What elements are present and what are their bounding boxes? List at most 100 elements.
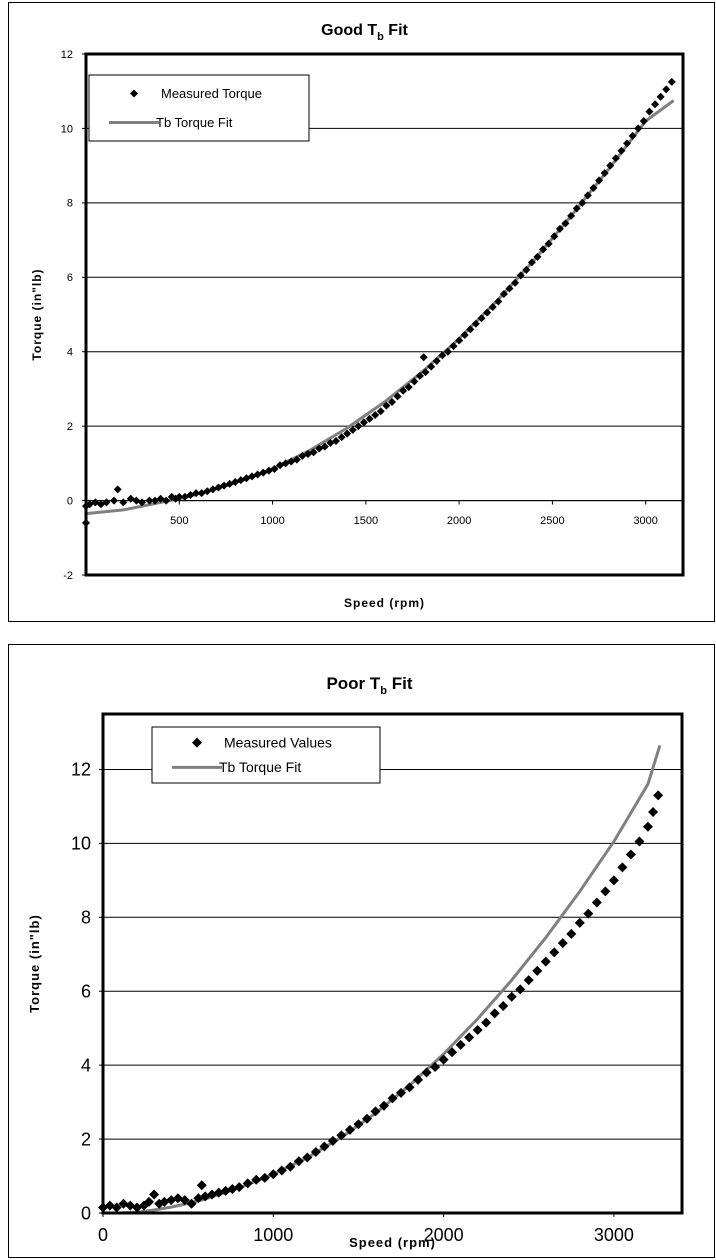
data-point — [113, 485, 122, 494]
data-point — [443, 347, 452, 356]
x-tick-label: 2000 — [447, 515, 471, 527]
data-point — [540, 956, 551, 967]
data-point — [488, 303, 497, 312]
x-tick-label: 3000 — [594, 1225, 634, 1245]
data-point — [421, 1067, 432, 1078]
data-point — [578, 198, 587, 207]
data-point — [625, 849, 636, 860]
y-axis-label: Torque (in"lb) — [30, 268, 44, 360]
data-point — [119, 498, 128, 507]
data-point — [532, 965, 543, 976]
data-point — [489, 1008, 500, 1019]
data-point — [196, 1180, 207, 1191]
data-point — [353, 1119, 364, 1130]
data-point — [506, 991, 517, 1002]
data-point — [648, 806, 659, 817]
legend-label: Tb Torque Fit — [219, 759, 301, 775]
data-point — [539, 245, 548, 254]
data-point — [344, 1124, 355, 1135]
y-tick-label: 4 — [81, 1055, 91, 1075]
data-point — [137, 498, 146, 507]
chart-title: Poor Tb Fit — [326, 674, 412, 697]
data-point — [259, 1172, 270, 1183]
data-point — [387, 1093, 398, 1104]
data-point — [143, 1196, 154, 1207]
data-point — [331, 437, 340, 446]
data-point — [645, 107, 654, 116]
data-point — [404, 383, 413, 392]
data-point — [466, 325, 475, 334]
x-axis-label: Speed (rpm) — [344, 596, 425, 610]
data-point — [309, 448, 318, 457]
data-point — [399, 386, 408, 395]
data-point — [522, 265, 531, 274]
data-point — [387, 397, 396, 406]
y-tick-label: 10 — [71, 834, 91, 854]
data-point — [276, 1165, 287, 1176]
data-point — [320, 442, 329, 451]
data-point — [302, 1152, 313, 1163]
legend-label: Measured Values — [224, 735, 332, 751]
data-point — [336, 1130, 347, 1141]
data-point — [234, 1182, 245, 1193]
plot-area — [103, 714, 682, 1213]
data-point — [527, 258, 536, 267]
y-tick-label: 10 — [61, 123, 73, 135]
chart-title-main: Good T — [321, 22, 377, 39]
x-tick-label: 1000 — [253, 1225, 293, 1245]
data-point — [608, 875, 619, 886]
data-point — [179, 1195, 190, 1206]
data-point — [583, 191, 592, 200]
legend-label: Tb Torque Fit — [156, 115, 233, 130]
chart-title-main: Poor T — [326, 674, 380, 693]
data-point — [642, 821, 653, 832]
legend-box — [88, 74, 310, 142]
data-point — [293, 1156, 304, 1167]
data-point — [319, 1141, 330, 1152]
data-point — [343, 429, 352, 438]
data-point — [145, 496, 154, 505]
data-point — [511, 278, 520, 287]
data-point — [498, 1001, 509, 1012]
data-point — [118, 1198, 129, 1209]
chart-title-subscript: b — [377, 31, 384, 43]
data-point — [481, 1017, 492, 1028]
data-point — [242, 1178, 253, 1189]
data-point — [337, 433, 346, 442]
data-point — [292, 455, 301, 464]
plot-border — [84, 52, 685, 577]
data-point — [410, 377, 419, 386]
data-point — [421, 368, 430, 377]
data-point — [572, 204, 581, 213]
data-point — [149, 1189, 160, 1200]
legend-marker-diamond — [192, 737, 202, 748]
data-point — [544, 239, 553, 248]
data-point — [378, 1100, 389, 1111]
data-point — [396, 1087, 407, 1098]
data-point — [413, 1074, 424, 1085]
data-point — [600, 886, 611, 897]
data-point — [175, 492, 184, 501]
data-point — [447, 1047, 458, 1058]
data-point — [365, 414, 374, 423]
data-point — [285, 1161, 296, 1172]
data-point — [555, 224, 564, 233]
chart-title-subscript: b — [380, 685, 387, 697]
y-tick-label: 0 — [67, 495, 73, 507]
data-point — [583, 908, 594, 919]
x-tick-label: 500 — [170, 515, 188, 527]
data-point — [549, 947, 560, 958]
data-point — [464, 1032, 475, 1043]
data-point — [270, 464, 279, 473]
data-point — [268, 1169, 279, 1180]
y-axis-label: Torque (in"lb) — [27, 914, 42, 1013]
x-tick-label: 1500 — [354, 515, 378, 527]
y-tick-label: 2 — [81, 1129, 91, 1149]
legend-marker-diamond — [130, 89, 138, 98]
data-point — [371, 410, 380, 419]
y-tick-label: -2 — [63, 570, 73, 582]
x-tick-label: 0 — [98, 1225, 108, 1245]
data-point — [653, 790, 664, 801]
data-point — [606, 161, 615, 170]
x-tick-label: 2000 — [424, 1225, 464, 1245]
